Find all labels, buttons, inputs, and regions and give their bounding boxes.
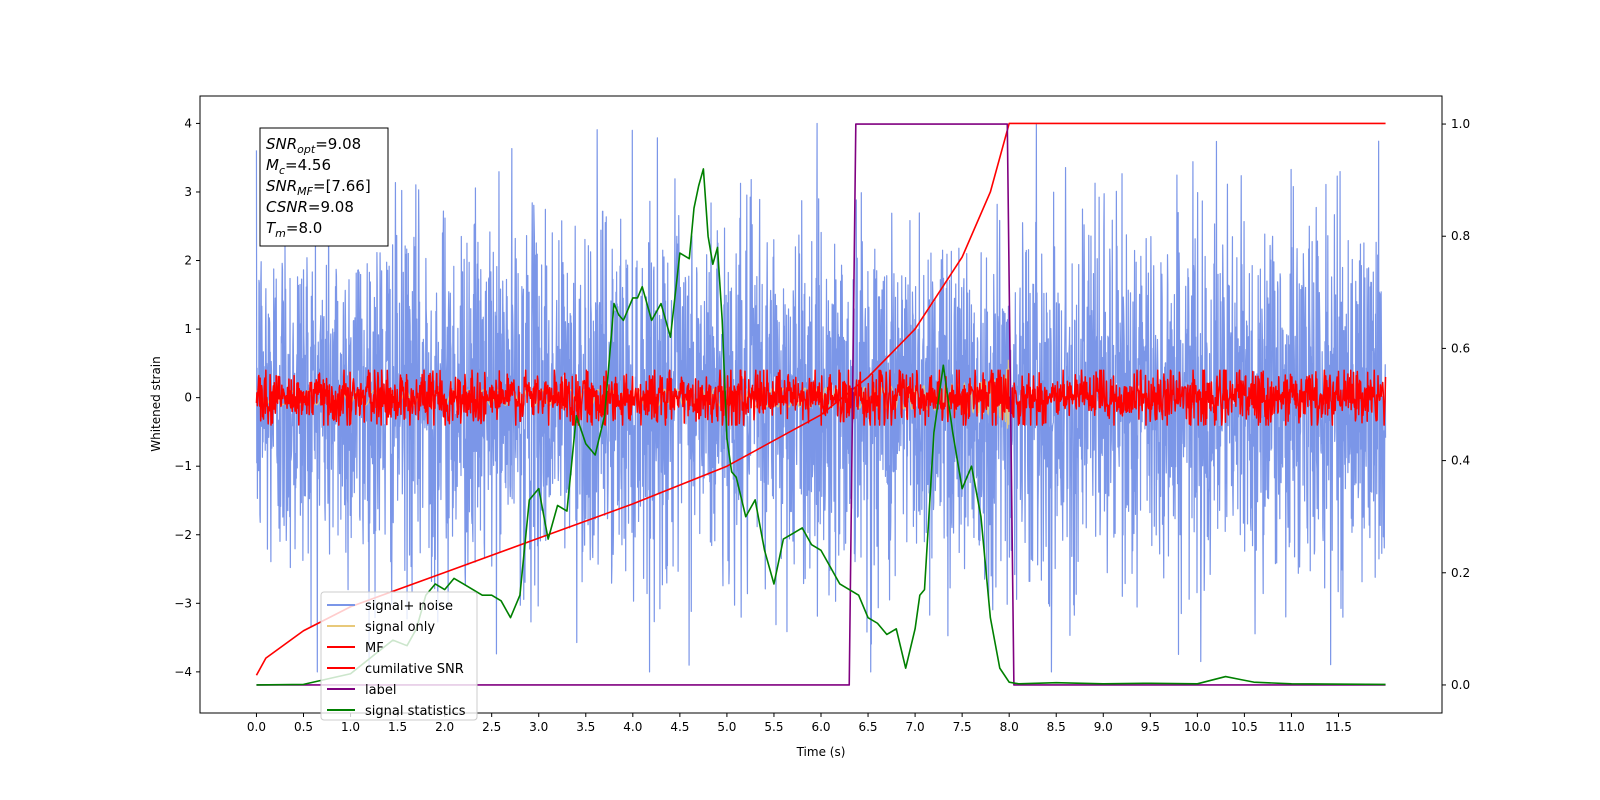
stats-symbol: SNR xyxy=(266,177,297,195)
y-left-tick-label: 4 xyxy=(184,116,192,130)
x-tick-label: 5.5 xyxy=(764,720,783,734)
stats-value: =4.56 xyxy=(285,156,331,174)
x-tick-label: 9.0 xyxy=(1094,720,1113,734)
x-tick-label: 0.0 xyxy=(247,720,266,734)
x-tick-label: 7.0 xyxy=(906,720,925,734)
stats-line-1: Mc=4.56 xyxy=(266,156,331,177)
x-tick-label: 1.0 xyxy=(341,720,360,734)
y-right-tick-label: 0.0 xyxy=(1451,678,1470,692)
y-left-tick-label: 0 xyxy=(184,391,192,405)
x-axis-label: Time (s) xyxy=(796,745,846,759)
y-left-tick-label: −4 xyxy=(174,665,192,679)
y-left-tick-label: −2 xyxy=(174,528,192,542)
stats-symbol: T xyxy=(266,219,277,237)
y-axis-label: Whitened strain xyxy=(149,356,163,452)
legend-label: signal+ noise xyxy=(365,599,453,614)
y-left-tick-label: 3 xyxy=(184,185,192,199)
stats-line-0: SNRopt=9.08 xyxy=(266,135,361,156)
x-axis: 0.0 0.5 1.0 1.5 2.0 2.5 3.0 3.5 4.0 4.5 5.0 5.5 6.0 6… xyxy=(247,713,1352,734)
series-4-line xyxy=(256,123,1386,686)
x-tick-label: 8.0 xyxy=(1000,720,1019,734)
legend-frame xyxy=(320,591,478,721)
x-tick-label: 3.0 xyxy=(529,720,548,734)
stats-line-2: SNRMF=[7.66] xyxy=(266,177,371,198)
y-axis-right: 0.0 0.2 0.4 0.6 0.8 1.0 xyxy=(1442,117,1470,692)
legend-label: MF xyxy=(365,641,384,656)
x-tick-label: 8.5 xyxy=(1047,720,1066,734)
stats-value: =[7.66] xyxy=(313,177,371,195)
y-axis-left: −4 −3 −2 −1 0 1 2 3 4 xyxy=(174,116,200,679)
stats-value: =8.0 xyxy=(286,219,322,237)
x-tick-label: 11.5 xyxy=(1325,720,1352,734)
x-tick-label: 2.0 xyxy=(435,720,454,734)
x-tick-label: 10.0 xyxy=(1184,720,1211,734)
legend: signal+ noise signal only MF cumilative SNR… xyxy=(320,591,478,721)
series-2-line xyxy=(255,369,1387,426)
y-right-tick-label: 0.4 xyxy=(1451,454,1470,468)
legend-label: cumilative SNR xyxy=(365,662,464,677)
stats-value: =9.08 xyxy=(308,198,354,216)
x-tick-label: 3.5 xyxy=(576,720,595,734)
stats-box-frame xyxy=(259,127,389,247)
x-tick-label: 11.0 xyxy=(1278,720,1305,734)
stats-value: =9.08 xyxy=(315,135,361,153)
x-tick-label: 9.5 xyxy=(1141,720,1160,734)
x-tick-label: 1.5 xyxy=(388,720,407,734)
stats-line-3: CSNR=9.08 xyxy=(266,198,354,216)
series-5-line xyxy=(256,168,1386,686)
x-tick-label: 5.0 xyxy=(717,720,736,734)
x-tick-label: 4.0 xyxy=(623,720,642,734)
legend-label: label xyxy=(365,683,396,698)
stats-box: SNRopt=9.08Mc=4.56SNRMF=[7.66]CSNR=9.08T… xyxy=(259,127,389,247)
y-right-tick-label: 0.6 xyxy=(1451,341,1470,355)
stats-subscript: m xyxy=(275,227,286,240)
y-left-tick-label: 2 xyxy=(184,254,192,268)
y-right-tick-label: 0.2 xyxy=(1451,566,1470,580)
y-left-tick-label: −3 xyxy=(174,596,192,610)
series-0-line xyxy=(255,122,1387,673)
stats-symbol: CSNR xyxy=(266,198,308,216)
stats-subscript: c xyxy=(279,164,285,177)
x-tick-label: 0.5 xyxy=(294,720,313,734)
y-left-tick-label: −1 xyxy=(174,459,192,473)
legend-label: signal only xyxy=(365,620,435,635)
x-tick-label: 2.5 xyxy=(482,720,501,734)
x-tick-label: 6.5 xyxy=(858,720,877,734)
stats-symbol: SNR xyxy=(266,135,297,153)
stats-subscript: opt xyxy=(297,143,316,156)
y-left-tick-label: 1 xyxy=(184,322,192,336)
stats-subscript: MF xyxy=(297,185,313,198)
y-right-tick-label: 1.0 xyxy=(1451,117,1470,131)
x-tick-label: 7.5 xyxy=(953,720,972,734)
legend-label: signal statistics xyxy=(365,704,466,719)
x-tick-label: 4.5 xyxy=(670,720,689,734)
x-tick-label: 6.0 xyxy=(811,720,830,734)
y-right-tick-label: 0.8 xyxy=(1451,229,1470,243)
stats-symbol: M xyxy=(266,156,279,174)
stats-line-4: Tm=8.0 xyxy=(266,219,322,240)
x-tick-label: 10.5 xyxy=(1231,720,1258,734)
